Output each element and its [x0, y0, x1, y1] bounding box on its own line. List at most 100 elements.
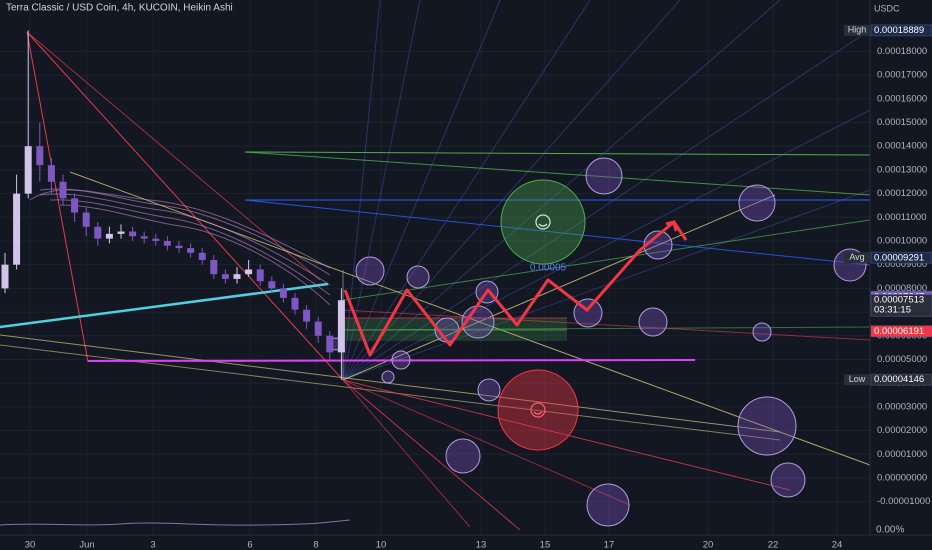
projection-path — [343, 220, 688, 357]
candle-body — [291, 297, 299, 310]
x-tick-label: 3 — [150, 540, 155, 550]
x-tick-label: 22 — [768, 540, 779, 550]
trend-line — [342, 309, 871, 341]
candle-body — [279, 288, 287, 298]
candle-body — [314, 321, 322, 336]
candle-body — [24, 146, 32, 194]
candle-body — [152, 238, 160, 241]
price-badge — [870, 251, 932, 264]
price-badge-value: 0.00004146 — [874, 374, 924, 385]
axis-labels: 0.00018000 0.00017000 0.00016000 0.00015000… — [25, 24, 932, 550]
trend-line — [342, 379, 521, 531]
candle-body — [221, 274, 229, 279]
grid — [0, 0, 870, 535]
y-tick-label: 0.00009000 — [877, 259, 927, 270]
y-tick-label: -0.00001000 — [877, 496, 930, 507]
candle-body — [117, 231, 125, 234]
y-tick-label: 0.00015000 — [877, 117, 927, 128]
badge-tag — [844, 252, 870, 264]
y-tick-label: 0.00016000 — [877, 93, 927, 104]
y-tick-label: 0.00017000 — [877, 70, 927, 81]
trend-line — [342, 379, 631, 506]
price-badge-value: 0.00018889 — [874, 25, 924, 36]
smiley — [535, 214, 551, 230]
price-badge — [870, 293, 932, 317]
countdown: 03:31:15 — [874, 304, 911, 315]
trend-line — [244, 199, 871, 266]
y-tick-label: 0.00011000 — [877, 212, 927, 223]
candle-body — [71, 198, 79, 213]
x-tick-label: 20 — [703, 540, 714, 550]
x-tick-label: 10 — [376, 540, 387, 550]
candle-body — [256, 269, 264, 282]
y-tick-label: 0.00003000 — [877, 401, 927, 412]
trend-line — [26, 31, 89, 363]
price-badge-value: 0.00009291 — [874, 252, 924, 263]
badge-label: High — [848, 25, 867, 35]
candle-body — [47, 165, 55, 182]
badge-tag — [844, 24, 870, 36]
trend-line — [342, 219, 871, 301]
price-badge — [870, 325, 932, 338]
x-tick-label: 24 — [832, 540, 843, 550]
trend-line — [244, 151, 871, 156]
candle-body — [187, 248, 195, 253]
y-tick-label: 0.00013000 — [877, 164, 927, 175]
y-tick-label: 0.00000000 — [877, 472, 927, 483]
danger-circle — [497, 369, 579, 451]
price-axis — [870, 0, 932, 550]
candle-body — [36, 146, 44, 166]
y-tick-label: 0.00010000 — [877, 236, 927, 247]
trend-line — [0, 282, 329, 329]
trend-line — [0, 334, 781, 433]
candle-body — [210, 259, 218, 275]
x-tick-label: 17 — [604, 540, 615, 550]
x-tick-label: 30 — [25, 540, 36, 550]
x-tick-label: Jun — [79, 540, 94, 550]
y-tick-label: 0.00001000 — [877, 449, 927, 460]
y-tick-label: 0.00018000 — [877, 46, 927, 57]
y-tick-label: 0.00012000 — [877, 188, 927, 199]
trend-line — [26, 31, 321, 281]
candle-body — [59, 181, 67, 199]
arrow-head — [665, 220, 678, 232]
badge-label: Avg — [849, 252, 864, 262]
x-tick-label: 13 — [476, 540, 487, 550]
candle-body — [1, 264, 9, 289]
x-tick-label: 15 — [540, 540, 551, 550]
candle-body — [233, 274, 241, 279]
price-badge — [870, 24, 932, 37]
y-tick-label: 0.00014000 — [877, 141, 927, 152]
candle-body — [13, 193, 21, 265]
trend-line — [342, 379, 471, 528]
trend-line — [342, 379, 791, 491]
price-badge-value: 0.00006191 — [874, 326, 924, 337]
pane-label: 0.00% — [876, 525, 904, 536]
candle-body — [303, 309, 311, 322]
chart-title: Terra Classic / USD Coin, 4h, KUCOIN, He… — [6, 3, 233, 14]
drawings — [0, 0, 871, 531]
oscillator — [0, 519, 351, 526]
candles — [1, 30, 345, 380]
smiley — [530, 402, 546, 418]
x-tick-label: 6 — [247, 540, 252, 550]
target-circle — [500, 179, 586, 265]
price-badge-value: 0.00007513 — [874, 294, 924, 305]
candle-body — [337, 300, 345, 353]
candle-body — [82, 212, 90, 227]
candle-body — [140, 236, 148, 239]
candle-body — [245, 269, 253, 275]
currency: USDC — [874, 3, 900, 13]
horizontal-line — [87, 359, 696, 362]
y-tick-label: 0.00008000 — [877, 283, 927, 294]
annotation: 0.00005 — [530, 263, 567, 274]
badge-label: Low — [849, 374, 866, 384]
candle-body — [163, 240, 171, 246]
candle-body — [94, 226, 102, 239]
y-tick-label: 0.00005000 — [877, 354, 927, 365]
price-badge — [870, 373, 932, 386]
candle-body — [268, 281, 276, 289]
candle-body — [326, 335, 334, 353]
